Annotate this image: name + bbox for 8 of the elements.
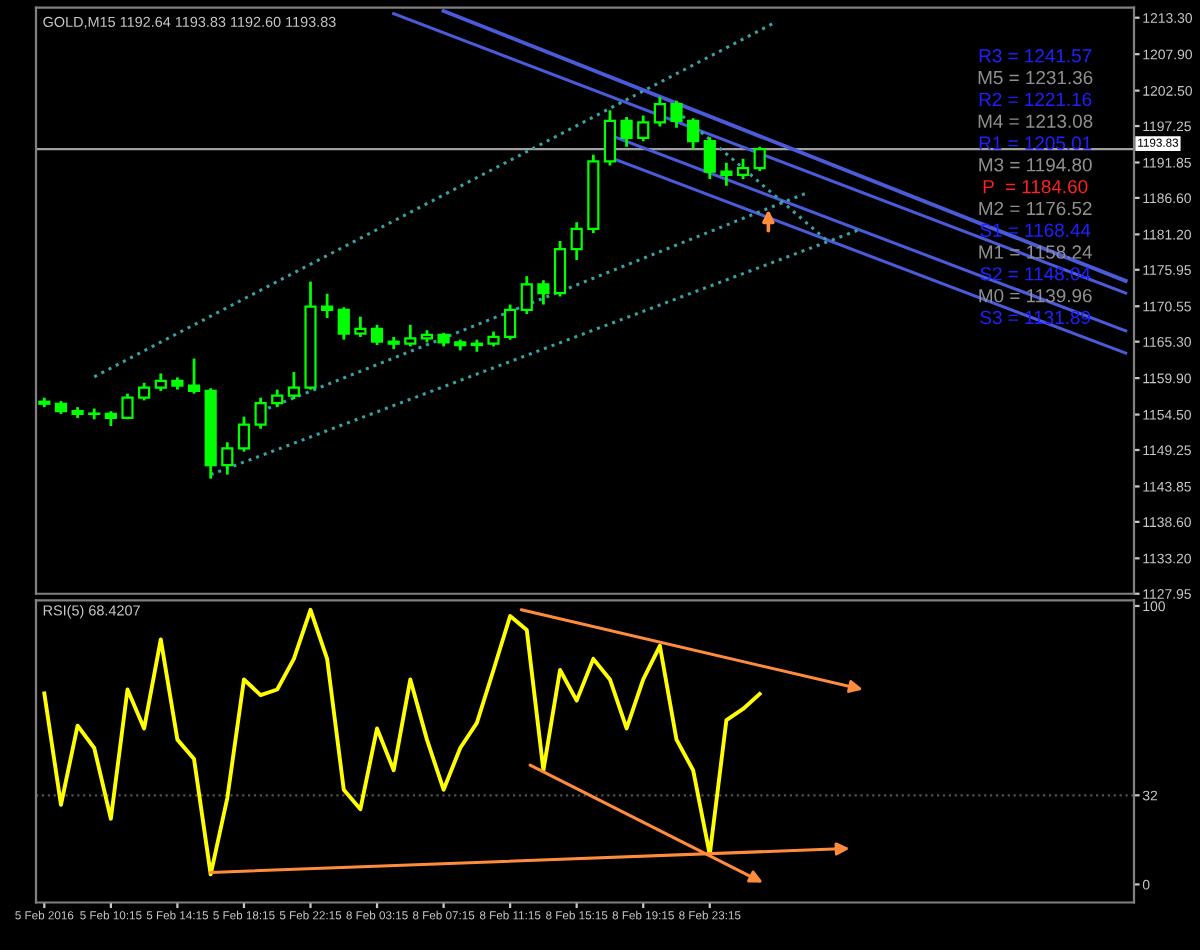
annotation: M2 = 1176.52	[979, 201, 1092, 216]
annotation: R3 = 1241.57	[979, 49, 1092, 63]
annotation: R2 = 1221.16	[979, 92, 1092, 107]
annotation: P = 1184.60	[983, 179, 1088, 194]
annotation: M4 = 1213.08	[978, 114, 1093, 128]
annotation: M3 = 1194.80	[979, 158, 1092, 172]
annotation: R1 = 1205.01	[979, 136, 1092, 150]
annotation: M5 = 1231.36	[978, 70, 1093, 85]
